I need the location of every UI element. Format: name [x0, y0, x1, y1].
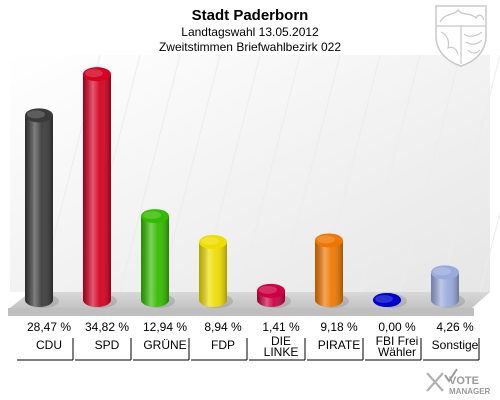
- bar-base-shading: [199, 293, 227, 307]
- value-label-6: 0,00 %: [378, 320, 416, 334]
- bar-2: [141, 209, 175, 308]
- bar-6: [373, 293, 407, 308]
- bar-top: [315, 233, 343, 248]
- bar-0: [25, 108, 59, 308]
- value-label-5: 9,18 %: [320, 320, 358, 334]
- bar-5: [315, 233, 349, 308]
- bar-top: [25, 108, 53, 123]
- bar-top-highlight: [433, 267, 451, 276]
- bar-base-shading: [141, 293, 169, 307]
- category-label-1: SPD: [95, 338, 120, 352]
- bar-top: [257, 283, 285, 298]
- bar-top-highlight: [375, 295, 393, 303]
- bar-top: [141, 209, 169, 224]
- bar-4: [257, 283, 291, 308]
- bar-top-highlight: [143, 211, 161, 220]
- value-label-2: 12,94 %: [143, 320, 187, 334]
- bar-top-highlight: [317, 235, 335, 244]
- bar-top-highlight: [259, 285, 277, 294]
- category-label-4-line-0: DIE: [271, 334, 291, 348]
- chart-subtitle-2: Zweitstimmen Briefwahlbezirk 022: [159, 40, 341, 54]
- value-label-3: 8,94 %: [204, 320, 242, 334]
- bar-top-highlight: [201, 237, 219, 246]
- bar-base-shading: [25, 293, 53, 307]
- grid-line: [159, 54, 221, 293]
- vote-manager-logo: VOTE MANAGER: [426, 368, 491, 396]
- bar-shading: [83, 74, 111, 301]
- bar-shading: [25, 115, 53, 300]
- bar-top: [373, 293, 401, 307]
- category-label-2: GRÜNE: [143, 338, 186, 352]
- grid-line: [399, 54, 461, 293]
- value-label-1: 34,82 %: [85, 320, 129, 334]
- bar-3: [199, 235, 233, 308]
- value-label-0: 28,47 %: [27, 320, 71, 334]
- bar-base-shading: [431, 293, 459, 307]
- chart-floor-front: [8, 308, 474, 316]
- grid-line: [279, 54, 341, 293]
- category-label-6-line-0: FBI Frei: [376, 334, 419, 348]
- bar-1: [83, 67, 117, 308]
- bar-top: [431, 265, 459, 280]
- bar-shading: [199, 242, 227, 300]
- value-label-4: 1,41 %: [262, 320, 300, 334]
- category-label-6-line-1: Wähler: [378, 345, 416, 359]
- watermark-line-2: MANAGER: [449, 387, 491, 396]
- bar-base-shading: [315, 293, 343, 307]
- bar-top-highlight: [27, 110, 45, 119]
- bar-7: [431, 265, 465, 308]
- grid-line: [439, 54, 500, 293]
- bar-top: [199, 235, 227, 250]
- watermark-line-1: VOTE: [449, 375, 479, 387]
- chart-back-wall: [10, 55, 490, 292]
- bar-top: [83, 67, 111, 82]
- category-label-5: PIRATE: [318, 338, 360, 352]
- bar-top-highlight: [85, 69, 103, 78]
- category-label-3: FDP: [211, 338, 235, 352]
- category-label-7: Sonstige: [432, 338, 479, 352]
- labels-group: 28,47 % CDU 34,82 % SPD 12,94 % GRÜNE 8,94 % FD…: [17, 320, 480, 361]
- chart-subtitle-1: Landtagswahl 13.05.2012: [181, 25, 319, 39]
- grid-line: [119, 54, 181, 293]
- bars-group: [25, 67, 465, 308]
- chart-floor: [10, 292, 490, 308]
- grid-line: [239, 54, 301, 293]
- bar-shading: [315, 240, 343, 300]
- category-label-0: CDU: [36, 338, 62, 352]
- grid-line: [359, 54, 421, 293]
- value-label-7: 4,26 %: [436, 320, 474, 334]
- chart-title: Stadt Paderborn: [192, 7, 309, 24]
- bar-shading: [141, 216, 169, 300]
- grid-line: [479, 210, 500, 293]
- nrw-coat-of-arms-icon: [435, 5, 487, 67]
- category-label-4-line-1: LINKE: [264, 345, 299, 359]
- bar-base-shading: [83, 293, 111, 307]
